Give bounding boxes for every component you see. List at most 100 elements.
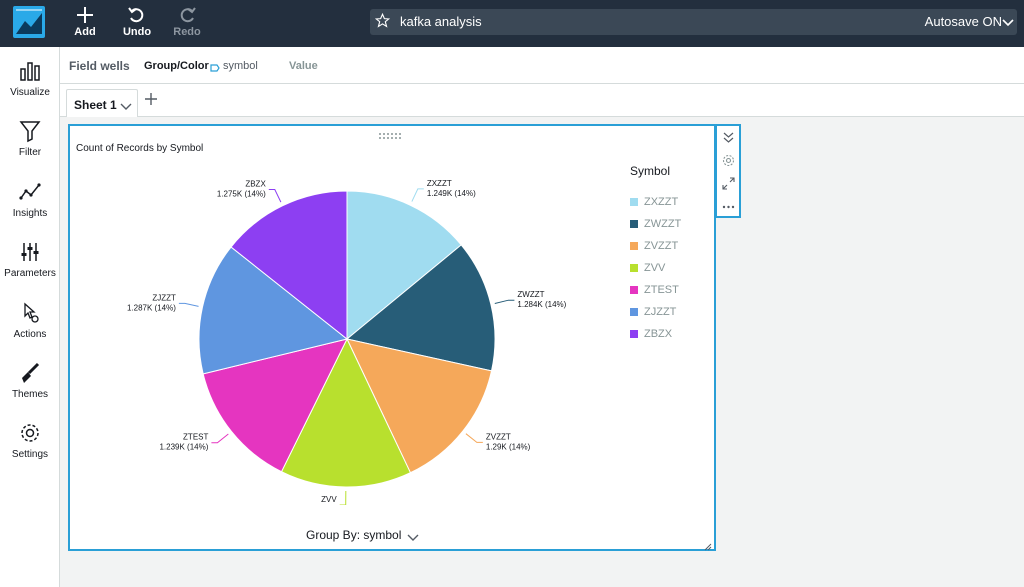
- nav-parameters-label: Parameters: [4, 268, 56, 279]
- sheet-tab-label: Sheet 1: [74, 98, 117, 112]
- group-field-chip[interactable]: symbol: [223, 60, 258, 72]
- pie-slice-zwzzt[interactable]: [345, 244, 496, 372]
- legend-label: ZJZZT: [644, 306, 677, 318]
- field-wells-title[interactable]: Field wells: [69, 59, 130, 73]
- tab-sheet-1[interactable]: Sheet 1: [66, 89, 138, 117]
- add-sheet-button[interactable]: [144, 92, 158, 111]
- quicksight-logo[interactable]: [13, 6, 45, 38]
- visual-title[interactable]: Count of Records by Symbol: [76, 143, 204, 154]
- pie-slice-zvzzt[interactable]: [346, 338, 493, 474]
- star-icon[interactable]: [374, 12, 391, 33]
- nav-actions-label: Actions: [13, 329, 47, 340]
- chevron-down-icon[interactable]: [120, 99, 132, 117]
- pie-slice-zvv[interactable]: [280, 337, 412, 488]
- nav-themes-label: Themes: [11, 389, 49, 400]
- slice-category-label: ZJZZT: [152, 293, 176, 302]
- slice-value-label: 1.284K (14%): [517, 300, 566, 309]
- slice-category-label: ZTEST: [183, 433, 208, 442]
- pie-slice-ztest[interactable]: [202, 338, 348, 473]
- legend-swatch: [630, 198, 638, 206]
- nav-settings[interactable]: Settings: [0, 421, 60, 460]
- value-well[interactable]: Value: [289, 60, 318, 72]
- analysis-name-bar[interactable]: [370, 9, 1017, 35]
- slice-value-label: 1.239K (14%): [159, 443, 208, 452]
- legend-label: ZVV: [644, 262, 666, 274]
- chevron-down-icon[interactable]: [1002, 15, 1014, 33]
- slice-category-label: ZXZZT: [427, 179, 452, 188]
- leader-line: [411, 188, 424, 202]
- leader-line: [465, 433, 483, 443]
- leader-line: [268, 189, 282, 203]
- nav-themes[interactable]: Themes: [0, 361, 60, 400]
- plus-icon: [63, 4, 107, 26]
- legend-label: ZWZZT: [644, 218, 682, 230]
- pie-slice-zbzx[interactable]: [230, 190, 348, 341]
- gear-icon: [0, 421, 60, 447]
- visual-menu: [716, 124, 741, 218]
- add-button[interactable]: Add: [63, 4, 107, 38]
- legend-label: ZTEST: [644, 284, 679, 296]
- undo-button[interactable]: Undo: [115, 4, 159, 38]
- more-options-icon[interactable]: [722, 200, 735, 218]
- add-label: Add: [74, 26, 96, 38]
- field-wells-bar[interactable]: Field wells Group/Color symbol Value: [60, 47, 1024, 84]
- plus-icon: [145, 93, 157, 105]
- brush-icon: [0, 361, 60, 387]
- filter-icon: [0, 119, 60, 145]
- bar-chart-icon: [0, 59, 60, 85]
- nav-visualize-label: Visualize: [10, 87, 50, 98]
- legend-swatch: [630, 220, 638, 228]
- slice-category-label: ZBZX: [245, 180, 266, 189]
- legend-swatch: [630, 242, 638, 250]
- group-color-label: Group/Color: [144, 60, 209, 72]
- legend-label: ZXZZT: [644, 196, 679, 208]
- sheet-tabs-bar: Sheet 1: [60, 84, 1024, 117]
- slice-category-label: ZVV: [321, 495, 337, 504]
- slice-category-label: ZWZZT: [517, 290, 544, 299]
- nav-visualize[interactable]: Visualize: [0, 59, 60, 98]
- pie-slice-zjzzt[interactable]: [198, 246, 349, 375]
- analysis-title[interactable]: kafka analysis: [400, 14, 482, 29]
- nav-actions[interactable]: Actions: [0, 301, 60, 340]
- nav-filter[interactable]: Filter: [0, 119, 60, 158]
- logo-icon: [16, 9, 42, 34]
- group-by-selector[interactable]: Group By: symbol: [306, 528, 402, 542]
- legend-label: ZVZZT: [644, 240, 679, 252]
- leader-line: [339, 490, 347, 505]
- nav-parameters[interactable]: Parameters: [0, 240, 60, 279]
- leader-line: [178, 302, 199, 307]
- slice-value-label: 1.275K (14%): [217, 190, 266, 199]
- dimension-icon: [210, 59, 220, 77]
- legend-title: Symbol: [630, 164, 671, 178]
- left-nav-rail: Visualize Filter Insights Parameters Act…: [0, 47, 60, 587]
- pie-slice-zxzzt[interactable]: [346, 190, 462, 341]
- leader-line: [494, 299, 515, 304]
- legend-label: ZBZX: [644, 328, 673, 340]
- resize-handle-icon[interactable]: [703, 538, 712, 556]
- nav-insights[interactable]: Insights: [0, 180, 60, 219]
- legend-swatch: [630, 308, 638, 316]
- redo-button[interactable]: Redo: [165, 4, 209, 38]
- nav-filter-label: Filter: [18, 147, 42, 158]
- insights-icon: [0, 180, 60, 206]
- slice-category-label: ZVZZT: [486, 432, 511, 441]
- collapse-icon[interactable]: [722, 131, 735, 149]
- legend-swatch: [630, 286, 638, 294]
- sliders-icon: [0, 240, 60, 266]
- pointer-gear-icon: [0, 301, 60, 327]
- slice-value-label: 1.29K (14%): [486, 442, 531, 451]
- autosave-toggle[interactable]: Autosave ON: [924, 14, 1002, 29]
- chevron-down-icon[interactable]: [407, 530, 419, 548]
- expand-icon[interactable]: [722, 177, 735, 195]
- format-gear-icon[interactable]: [722, 154, 735, 172]
- slice-value-label: 1.287K (14%): [127, 303, 176, 312]
- leader-line: [211, 433, 229, 444]
- legend-swatch: [630, 330, 638, 338]
- slice-value-label: 1.249K (14%): [427, 189, 476, 198]
- drag-handle-icon[interactable]: [378, 127, 406, 145]
- undo-icon: [115, 4, 159, 26]
- nav-insights-label: Insights: [12, 208, 48, 219]
- legend-swatch: [630, 264, 638, 272]
- redo-icon: [165, 4, 209, 26]
